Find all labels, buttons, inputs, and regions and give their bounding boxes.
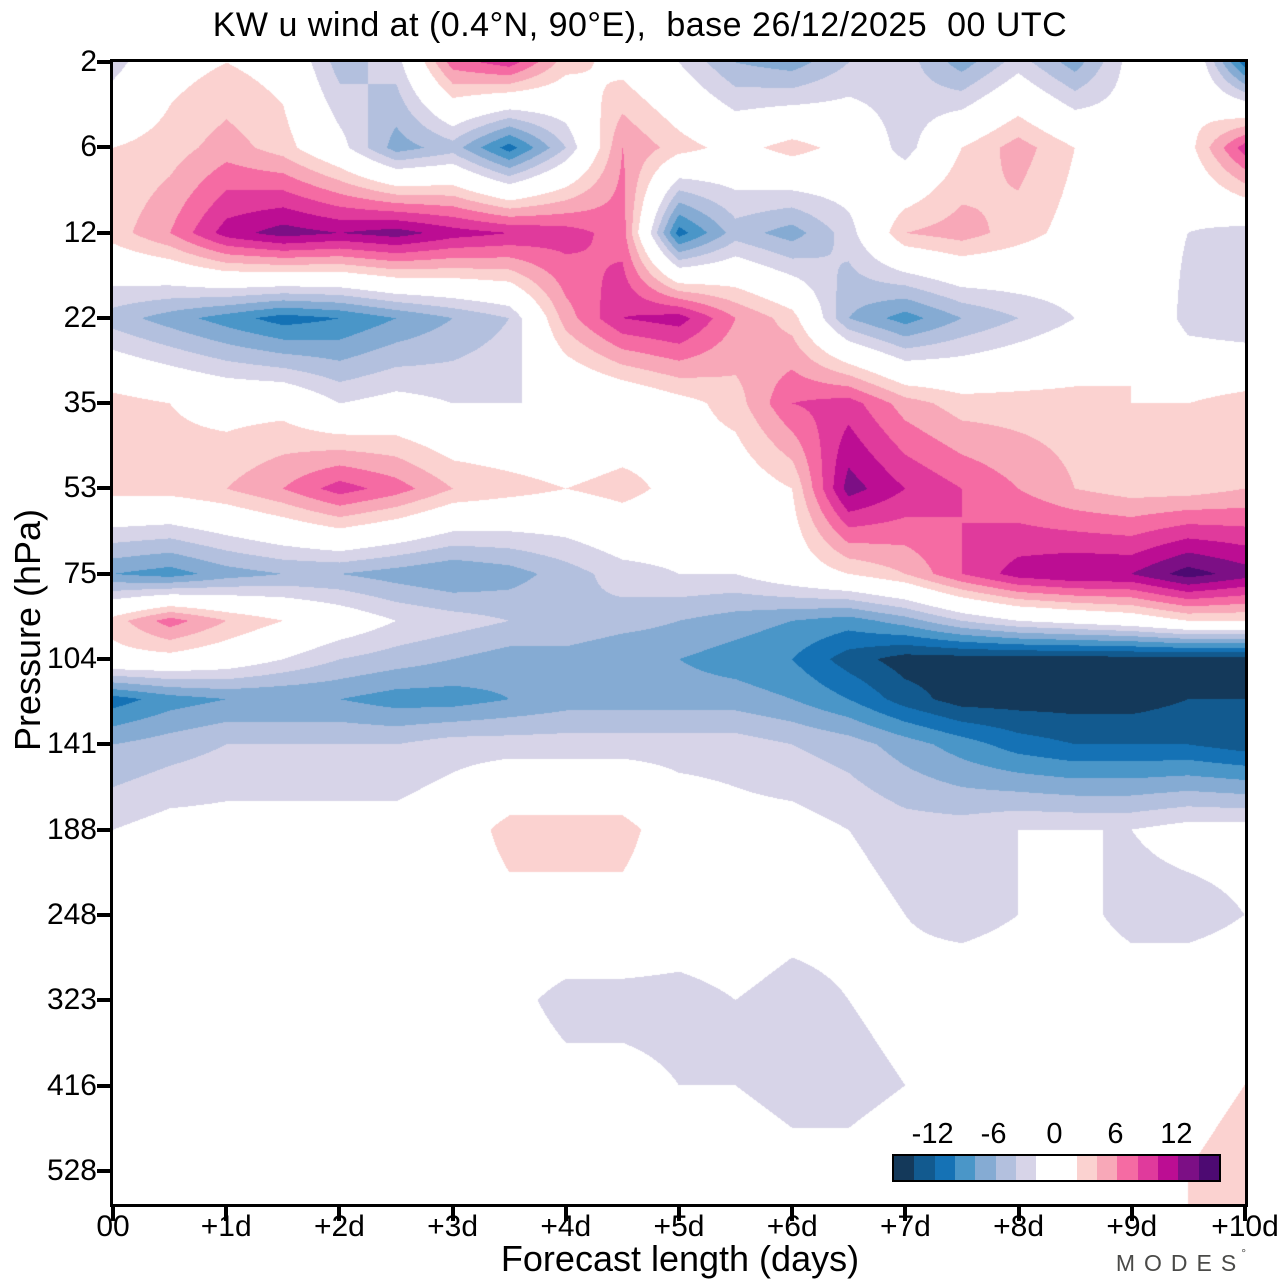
colorbar-segment	[1076, 1156, 1098, 1180]
y-tick	[97, 401, 111, 406]
y-tick	[97, 827, 111, 832]
y-tick	[97, 145, 111, 150]
contour-plot-canvas	[113, 62, 1245, 1204]
colorbar-tick-label: 6	[1107, 1118, 1124, 1150]
colorbar-tick-label: 0	[1046, 1118, 1063, 1150]
y-tick	[97, 60, 111, 64]
colorbar-tick-label: 12	[1160, 1118, 1193, 1150]
y-tick-label: 22	[63, 300, 97, 334]
modes-logo-mark: °	[1241, 1246, 1246, 1260]
x-tick	[450, 1207, 455, 1221]
y-tick	[97, 742, 111, 747]
colorbar-segment	[1056, 1156, 1077, 1180]
y-tick-label: 12	[63, 215, 97, 249]
y-tick	[97, 1168, 111, 1173]
colorbar-tick-label: -6	[980, 1118, 1007, 1150]
y-tick-label: 323	[46, 983, 97, 1017]
colorbar-segment	[1198, 1156, 1219, 1180]
y-axis-label: Pressure (hPa)	[7, 508, 48, 752]
colorbar-segment	[1158, 1156, 1179, 1180]
y-tick-label: 141	[46, 727, 97, 761]
colorbar-segment	[934, 1156, 955, 1180]
y-tick-label: 2	[80, 45, 97, 78]
x-tick	[224, 1207, 229, 1221]
x-tick	[563, 1207, 568, 1221]
colorbar	[892, 1154, 1221, 1182]
modes-logo-text: MODES	[1115, 1250, 1246, 1276]
y-tick-label: 416	[46, 1068, 97, 1102]
colorbar-segment	[914, 1156, 935, 1180]
x-axis-label: Forecast length (days)	[500, 1238, 860, 1279]
y-tick-label: 248	[46, 897, 97, 931]
colorbar-segment	[1117, 1156, 1138, 1180]
x-tick	[1243, 1207, 1247, 1221]
y-tick	[97, 998, 111, 1003]
colorbar-segment	[1097, 1156, 1118, 1180]
x-tick	[111, 1207, 115, 1221]
x-tick	[677, 1207, 681, 1221]
x-tick	[337, 1207, 342, 1221]
y-tick-label: 53	[63, 471, 97, 505]
x-tick	[1016, 1207, 1021, 1221]
y-tick-label: 35	[63, 386, 97, 420]
modes-logo: MODES°	[1116, 1246, 1246, 1277]
y-tick	[97, 657, 111, 662]
colorbar-segment	[954, 1156, 976, 1180]
x-tick	[790, 1207, 795, 1221]
x-tick	[903, 1207, 908, 1221]
colorbar-tick-label: -12	[911, 1118, 954, 1150]
y-tick-label: 188	[46, 812, 97, 846]
chart-title: KW u wind at (0.4°N, 90°E), base 26/12/2…	[212, 6, 1068, 44]
y-tick	[97, 315, 111, 320]
y-tick	[97, 486, 111, 491]
colorbar-labels: -12 -6 0 6 12	[892, 1118, 1217, 1150]
y-tick	[97, 230, 111, 235]
colorbar-segment	[975, 1156, 996, 1180]
x-tick	[1129, 1207, 1134, 1221]
colorbar-segment	[995, 1156, 1016, 1180]
y-tick	[97, 912, 111, 917]
y-tick	[97, 571, 111, 576]
y-tick	[97, 1083, 111, 1088]
colorbar-segment	[1137, 1156, 1159, 1180]
colorbar-segment	[1015, 1156, 1037, 1180]
y-tick-label: 6	[80, 130, 97, 164]
colorbar-segment	[1036, 1156, 1057, 1180]
y-tick-label: 75	[63, 556, 97, 590]
y-tick-label: 528	[46, 1153, 97, 1187]
colorbar-segment	[1178, 1156, 1199, 1180]
colorbar-segment	[894, 1156, 915, 1180]
y-tick-label: 104	[46, 642, 97, 676]
